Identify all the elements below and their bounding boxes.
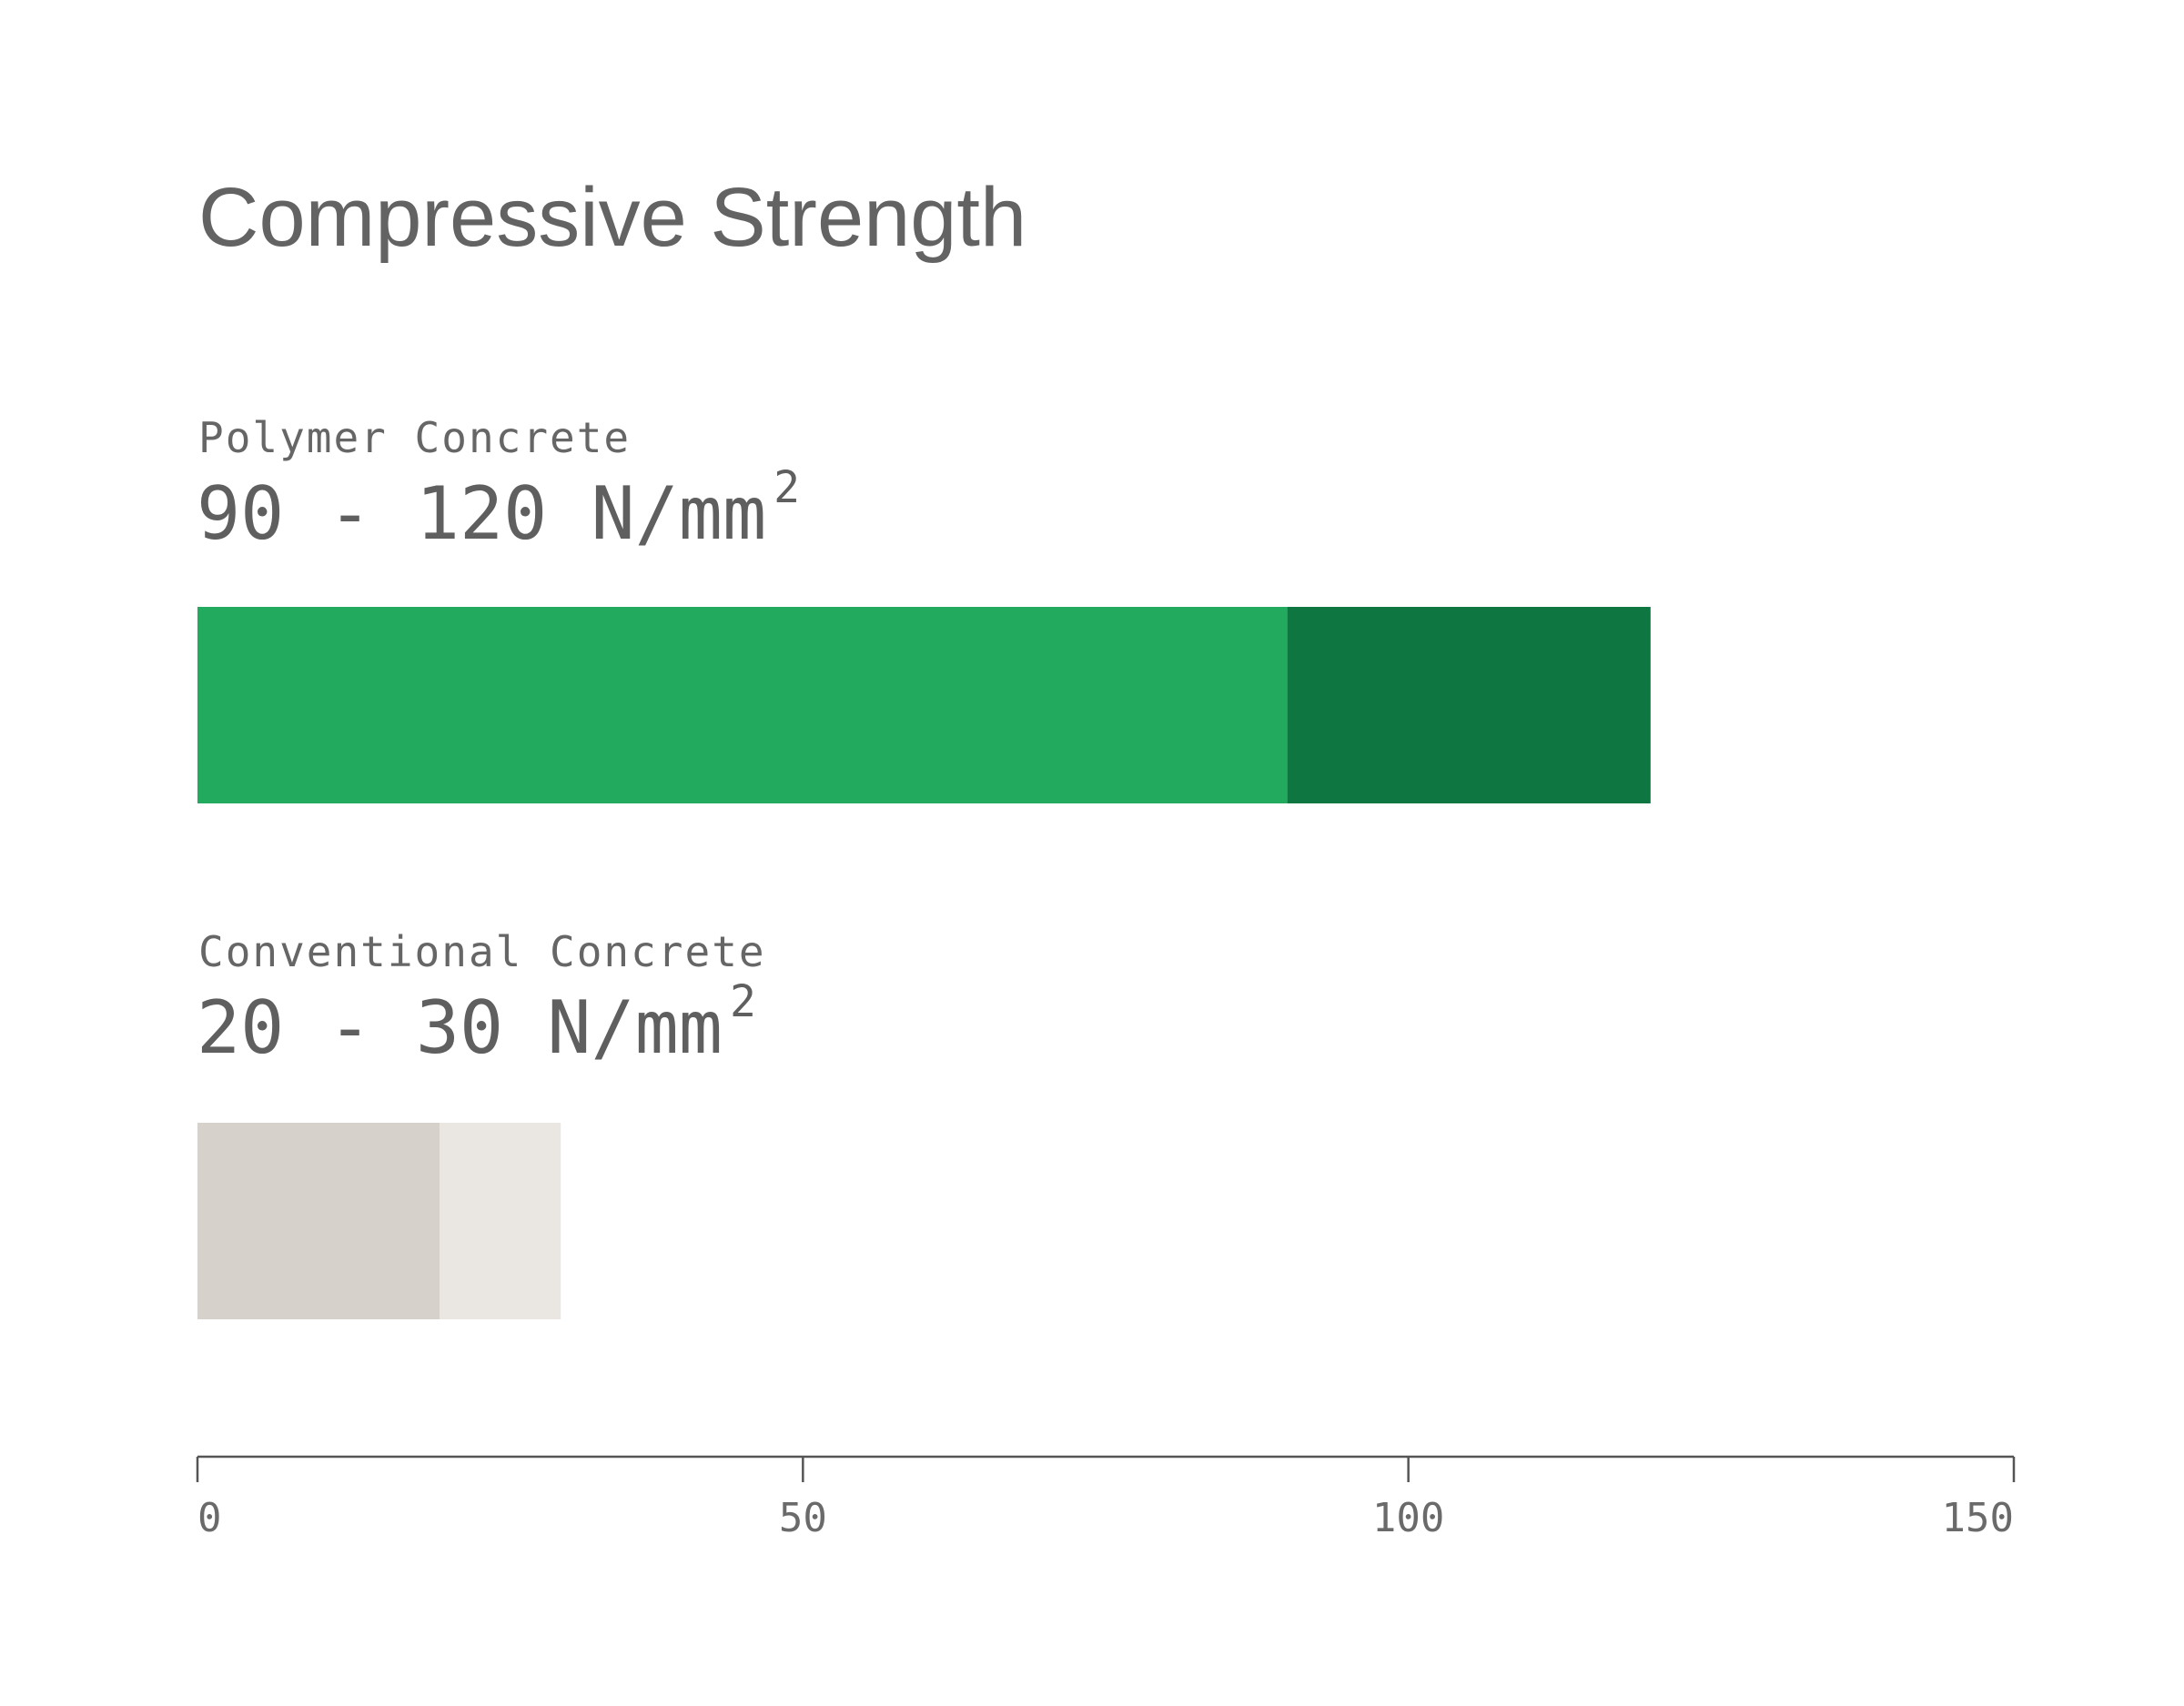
series-name-conventional: Conventional Concrete xyxy=(198,927,766,976)
x-axis: 0 50 100 150 xyxy=(196,1455,2016,1541)
x-tick-label: 0 xyxy=(197,1495,222,1541)
series-range-polymer: 90 - 120 N/mm 2 xyxy=(197,462,800,556)
x-tick-label: 100 xyxy=(1372,1495,1444,1541)
chart-title: Compressive Strength xyxy=(198,171,1026,264)
bar-conventional-range xyxy=(440,1123,561,1319)
bar-conventional-min xyxy=(197,1123,440,1319)
series-range-conventional: 20 - 30 N/mm 2 xyxy=(197,976,756,1070)
x-tick-label: 50 xyxy=(779,1495,827,1541)
x-tick-label: 150 xyxy=(1942,1495,2014,1541)
bar-polymer-min xyxy=(197,607,1288,803)
series-name-polymer: Polymer Concrete xyxy=(198,413,631,462)
bar-polymer-range xyxy=(1287,607,1651,803)
